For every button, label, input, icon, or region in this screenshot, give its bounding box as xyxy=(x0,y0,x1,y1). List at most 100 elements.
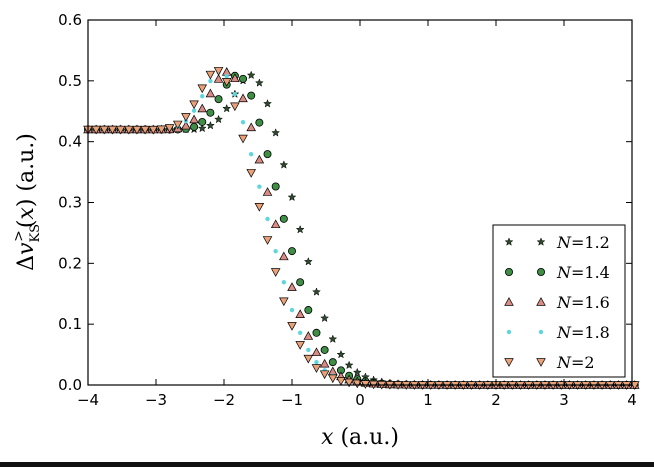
data-point xyxy=(352,379,363,389)
data-point xyxy=(287,282,297,291)
data-point xyxy=(197,123,207,133)
legend-marker xyxy=(504,237,514,246)
data-point xyxy=(303,257,313,266)
data-point xyxy=(271,182,280,191)
data-point xyxy=(232,92,238,97)
data-point xyxy=(352,367,362,377)
data-point xyxy=(312,328,321,337)
data-point xyxy=(319,370,330,380)
data-point xyxy=(320,345,329,354)
data-point xyxy=(124,125,134,135)
data-point xyxy=(246,122,256,132)
legend-entry: N=1.6 xyxy=(504,293,610,312)
data-point xyxy=(191,108,197,113)
data-point xyxy=(254,202,265,212)
data-point xyxy=(344,378,354,388)
x-tick-label: 0 xyxy=(355,391,365,409)
data-point xyxy=(249,152,254,157)
data-point xyxy=(181,120,191,130)
legend-label: N=1.4 xyxy=(556,263,610,282)
x-tick-label: 3 xyxy=(559,391,569,409)
y-tick-label: 0.2 xyxy=(58,254,82,272)
data-point xyxy=(91,125,101,135)
legend-marker xyxy=(536,237,546,246)
data-point xyxy=(271,128,281,137)
data-point xyxy=(205,70,216,80)
bottom-bar xyxy=(0,462,654,467)
data-point xyxy=(208,78,213,84)
data-point xyxy=(132,125,142,135)
data-point xyxy=(239,74,248,83)
data-point xyxy=(224,74,229,79)
x-axis-label: x (a.u.) xyxy=(321,425,399,450)
data-point xyxy=(319,358,330,368)
data-point xyxy=(279,160,289,169)
data-point xyxy=(246,70,256,80)
legend-marker xyxy=(504,297,514,306)
data-point xyxy=(214,114,224,124)
y-tick-label: 0.0 xyxy=(58,376,82,394)
legend-marker xyxy=(506,329,512,335)
data-point xyxy=(148,125,159,135)
y-tick-label: 0.6 xyxy=(58,11,82,29)
data-point xyxy=(189,100,199,110)
data-point xyxy=(262,187,273,196)
legend-entry: N=1.2 xyxy=(504,233,610,252)
data-point xyxy=(205,88,216,98)
data-point xyxy=(222,103,232,113)
x-tick-label: −4 xyxy=(77,391,99,409)
data-point xyxy=(200,93,205,99)
y-tick-label: 0.5 xyxy=(58,72,82,90)
legend-marker xyxy=(538,329,544,335)
x-tick-label: 4 xyxy=(627,391,637,409)
data-point xyxy=(255,118,264,127)
y-tick-label: 0.4 xyxy=(58,133,82,151)
data-point xyxy=(190,122,199,131)
legend-entry: N=1.8 xyxy=(506,323,610,342)
data-point xyxy=(270,268,281,277)
data-point xyxy=(279,297,289,307)
data-point xyxy=(205,120,215,130)
data-point xyxy=(344,360,354,370)
legend-marker xyxy=(504,358,514,367)
data-point xyxy=(213,67,224,76)
data-point xyxy=(213,74,224,83)
data-point xyxy=(254,78,264,87)
legend-label: N=1.8 xyxy=(556,323,610,342)
data-point xyxy=(328,334,338,343)
data-point xyxy=(314,359,319,365)
data-point xyxy=(254,154,265,164)
y-tick-label: 0.1 xyxy=(58,315,82,333)
legend-entry: N=1.4 xyxy=(504,263,610,282)
data-point xyxy=(273,248,278,254)
data-point xyxy=(306,347,311,353)
data-point xyxy=(263,99,272,108)
data-point xyxy=(238,93,248,103)
legend-label: N=1.6 xyxy=(556,293,610,312)
data-point xyxy=(247,91,256,100)
legend-marker xyxy=(536,297,546,306)
data-point xyxy=(296,278,305,287)
data-point xyxy=(295,309,305,318)
data-point xyxy=(328,358,337,367)
data-point xyxy=(295,341,305,350)
x-tick-label: 2 xyxy=(491,391,501,409)
x-tick-label: −3 xyxy=(145,391,167,409)
legend-entry: N=2 xyxy=(504,353,595,372)
data-point xyxy=(99,125,110,135)
x-tick-label: 1 xyxy=(423,391,433,409)
data-point xyxy=(320,313,330,323)
data-point xyxy=(297,330,303,336)
data-point xyxy=(287,247,296,256)
data-point xyxy=(263,150,272,159)
legend-label: N=1.2 xyxy=(556,233,610,252)
data-point xyxy=(336,377,346,386)
legend-marker xyxy=(537,267,546,276)
data-point xyxy=(629,381,640,390)
data-point xyxy=(270,219,281,229)
legend-marker xyxy=(536,358,546,367)
data-point xyxy=(328,374,338,384)
data-point xyxy=(303,331,314,340)
data-point xyxy=(164,124,175,133)
data-point xyxy=(279,214,288,223)
